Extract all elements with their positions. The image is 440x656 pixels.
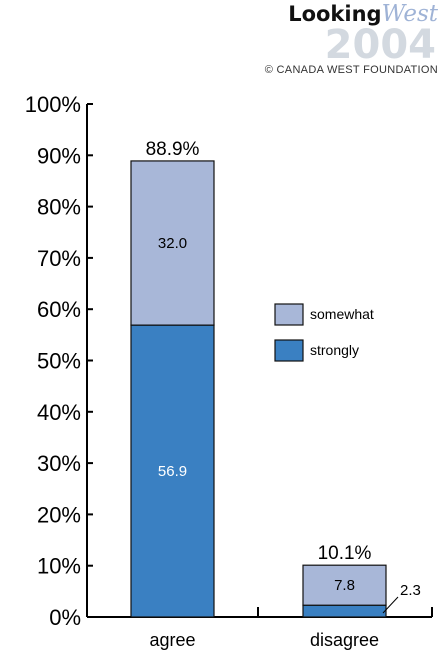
legend-swatch-somewhat: [274, 303, 304, 326]
legend-label-strongly: strongly: [310, 342, 359, 358]
y-tick-label: 80%: [37, 195, 81, 220]
y-tick-label: 90%: [37, 143, 81, 168]
y-tick-label: 0%: [49, 605, 81, 630]
y-tick-label: 60%: [37, 297, 81, 322]
logo-script: West: [382, 1, 439, 27]
bar-segment-strongly: [130, 324, 215, 618]
callout-line: [382, 596, 399, 614]
segment-label-strongly: 2.3: [400, 582, 421, 599]
category-label: agree: [149, 630, 195, 650]
legend-swatch-strongly: [274, 339, 304, 362]
axes: 0% 10% 20% 30% 40% 50% 60% 70% 80% 90% 100%: [25, 92, 433, 630]
bars: 56.9 32.0 88.9% agree 2.3 7.8 10.1% disagree: [130, 139, 421, 650]
segment-label-somewhat: 32.0: [158, 235, 187, 252]
looking-west-logo: 2004 LookingWest: [288, 1, 439, 68]
legend: somewhat strongly: [274, 303, 374, 362]
y-tick-label: 50%: [37, 349, 81, 374]
y-tick-label: 100%: [25, 92, 81, 117]
y-tick-label: 20%: [37, 502, 81, 527]
total-label: 88.9%: [146, 139, 200, 160]
copyright-text: © CANADA WEST FOUNDATION: [265, 64, 438, 76]
logo-word: Looking: [288, 2, 381, 26]
y-tick-label: 10%: [37, 554, 81, 579]
legend-label-somewhat: somewhat: [310, 306, 374, 322]
logo-year: 2004: [325, 22, 436, 68]
category-label: disagree: [310, 630, 379, 650]
bar-segment-somewhat: [302, 564, 387, 606]
bar-segment-strongly: [302, 604, 387, 618]
segment-label-strongly: 56.9: [158, 463, 187, 480]
logo-wordmark: LookingWest: [288, 1, 439, 27]
bar-segment-somewhat: [130, 160, 215, 326]
y-tick-label: 30%: [37, 451, 81, 476]
segment-label-somewhat: 7.8: [334, 577, 355, 594]
total-label: 10.1%: [318, 543, 372, 564]
y-tick-label: 40%: [37, 400, 81, 425]
y-tick-label: 70%: [37, 246, 81, 271]
